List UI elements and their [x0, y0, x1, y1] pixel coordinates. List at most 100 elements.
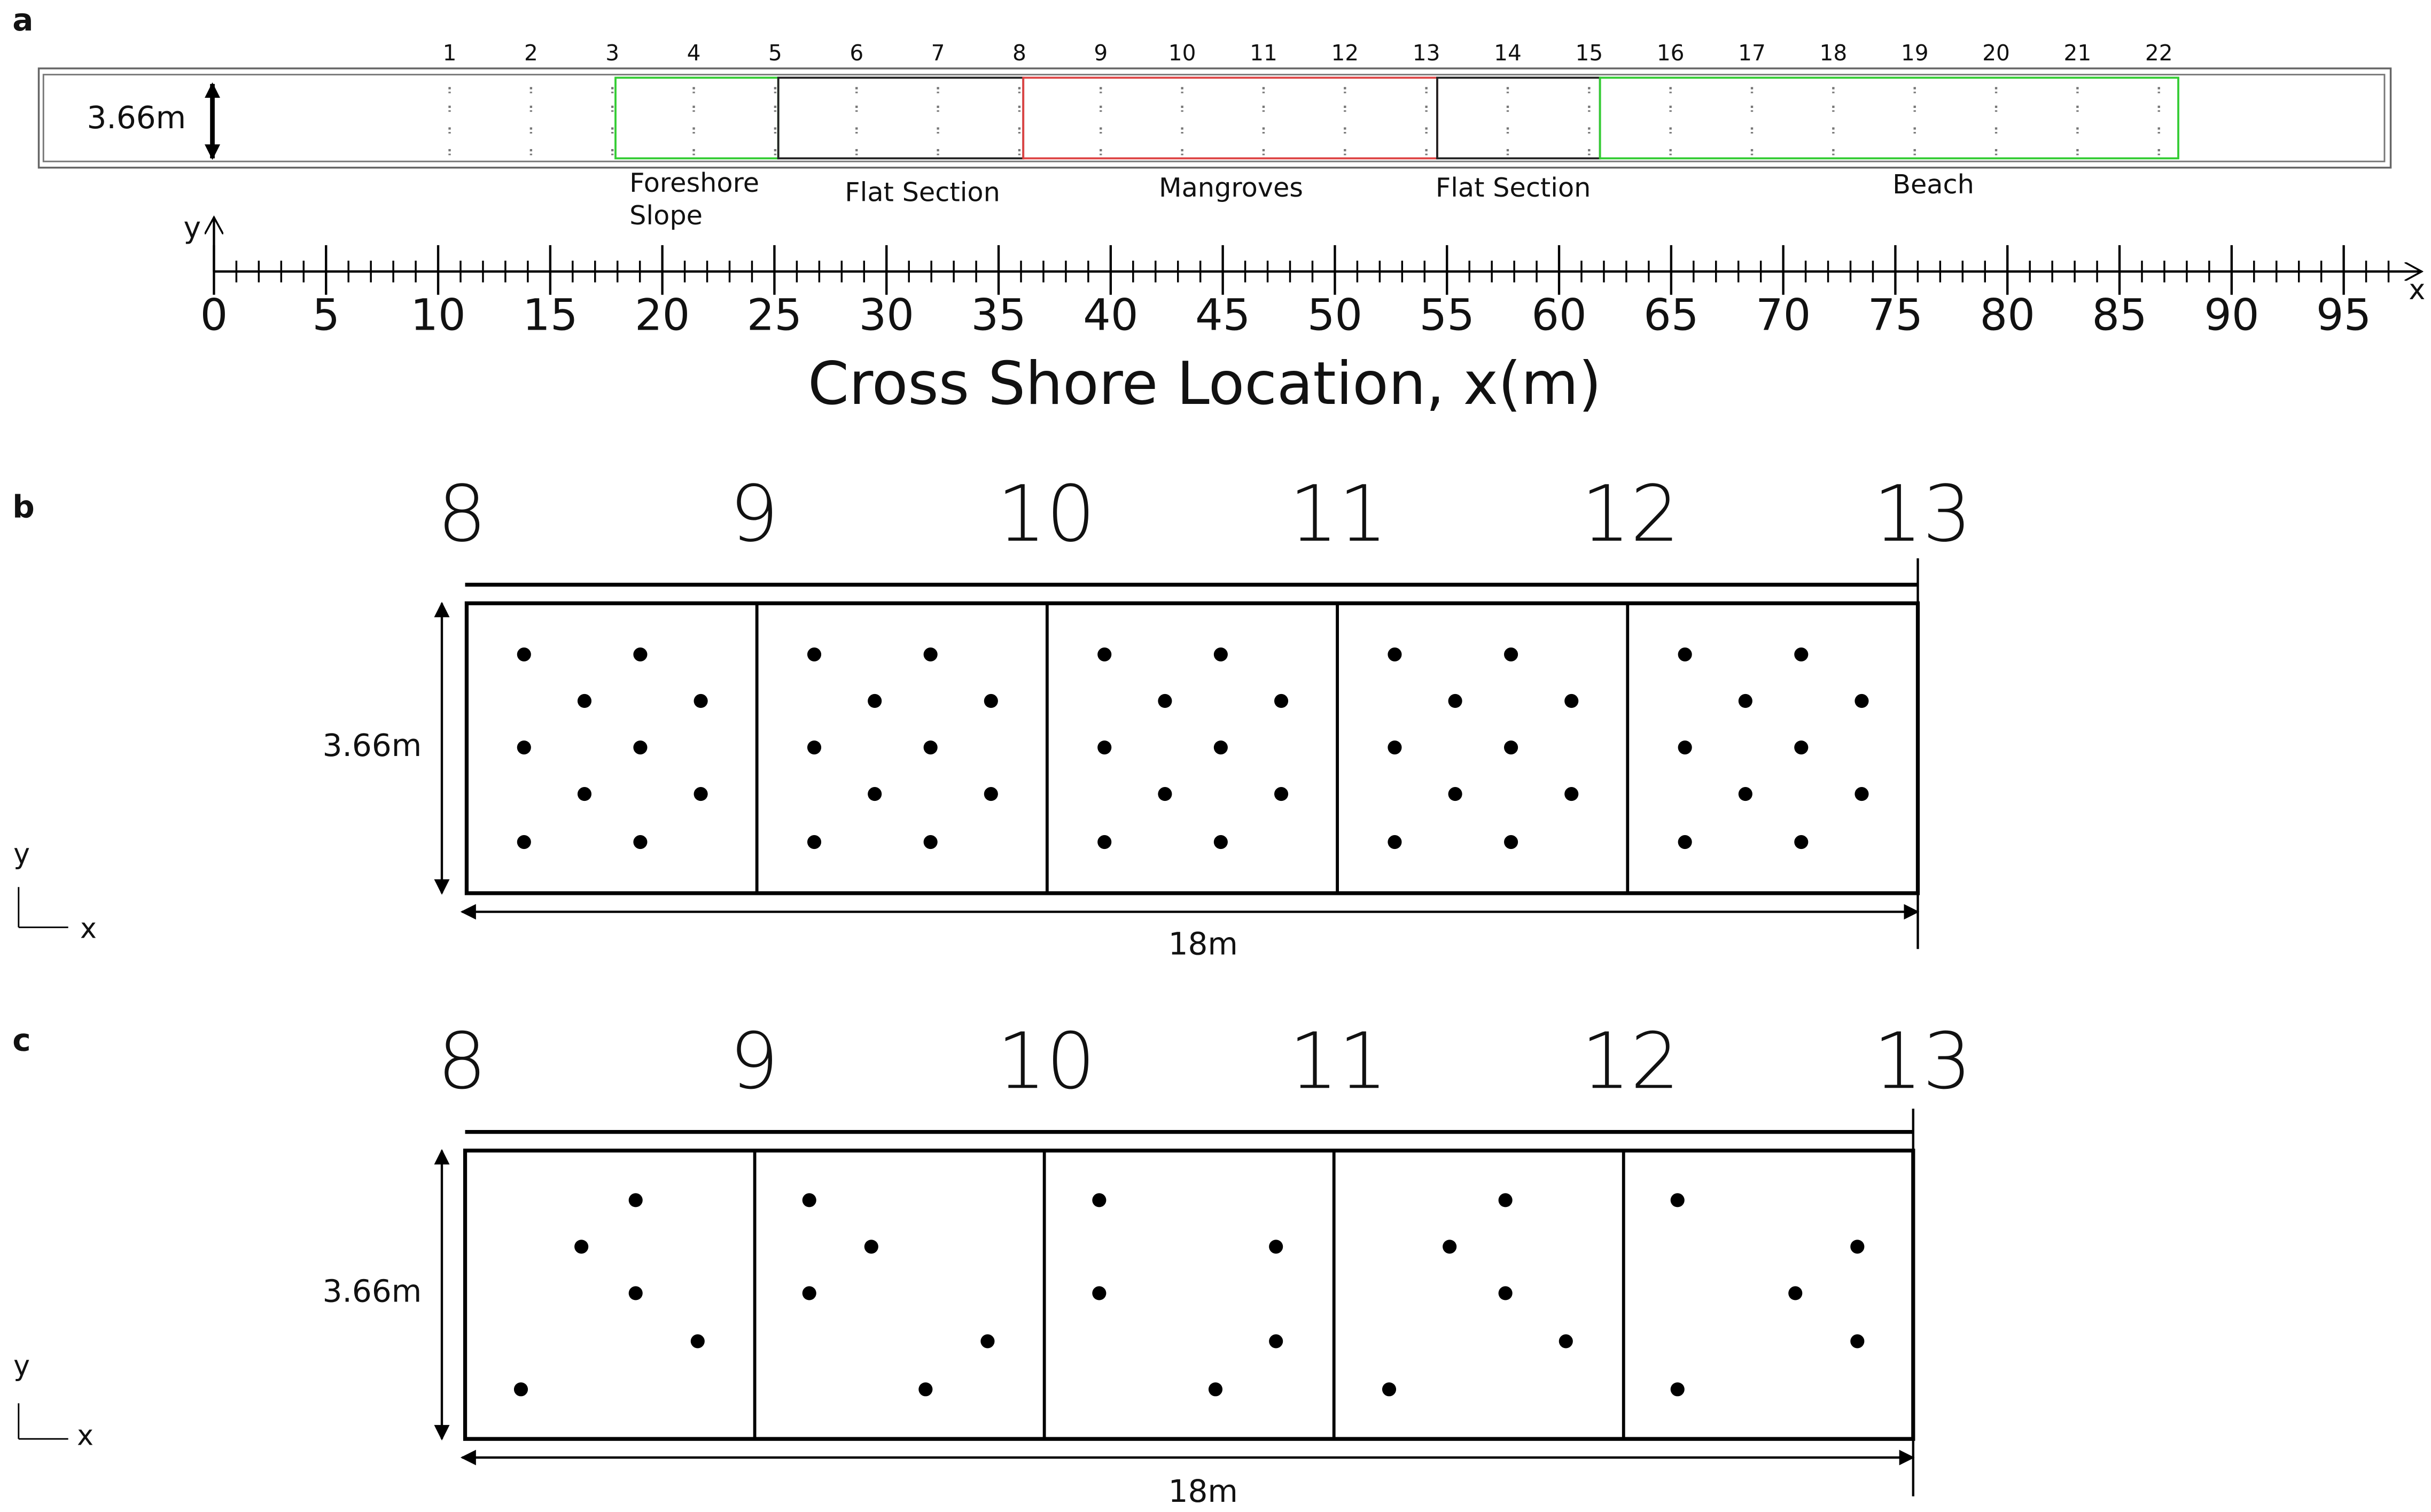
tree: [690, 1334, 705, 1349]
tree: [577, 693, 592, 708]
tree: [1443, 1240, 1457, 1254]
station-number: 16: [1657, 40, 1685, 66]
tree: [577, 787, 592, 801]
station-number: 12: [1331, 40, 1359, 66]
x-tick-label: 10: [410, 291, 465, 341]
tree: [1274, 693, 1289, 708]
tree: [1158, 787, 1172, 801]
tree: [1855, 787, 1869, 801]
tree: [807, 647, 822, 661]
tree: [517, 647, 531, 661]
station-number: 11: [1289, 1016, 1388, 1106]
tree: [1678, 647, 1692, 661]
tree: [1850, 1240, 1865, 1254]
station-number: 9: [729, 1016, 778, 1106]
x-tick-label: 65: [1643, 291, 1698, 341]
tree: [1738, 787, 1752, 801]
tree: [807, 835, 822, 849]
tree: [694, 693, 708, 708]
tree: [1504, 647, 1518, 661]
x-tick-label: 60: [1531, 291, 1586, 341]
x-tick-label: 40: [1083, 291, 1138, 341]
station-number: 12: [1581, 1016, 1680, 1106]
station-number: 21: [2064, 40, 2092, 66]
station-number: 9: [1094, 40, 1108, 66]
panel-label: a: [12, 2, 33, 38]
x-tick-label: 90: [2204, 291, 2259, 341]
tree: [868, 787, 882, 801]
axis-title: Cross Shore Location, x(m): [808, 350, 1601, 418]
x-tick-label: 0: [200, 291, 228, 341]
tree: [923, 835, 938, 849]
station-number: 18: [1820, 40, 1848, 66]
tree: [1738, 693, 1752, 708]
station-number: 9: [729, 469, 778, 559]
station-number: 4: [687, 40, 701, 66]
tree: [1213, 835, 1228, 849]
tree: [628, 1193, 643, 1207]
tree: [513, 1382, 528, 1397]
x-tick-label: 75: [1868, 291, 1923, 341]
x-tick-label: 50: [1307, 291, 1362, 341]
tree: [1498, 1286, 1513, 1300]
x-tick-label: 25: [747, 291, 802, 341]
x-tick-label: 5: [312, 291, 340, 341]
tree: [1382, 1382, 1397, 1397]
width-label: 3.66m: [323, 1273, 422, 1310]
length-label: 18m: [1168, 926, 1238, 962]
tree: [923, 647, 938, 661]
section-label: Mangroves: [1159, 172, 1303, 203]
tree: [1092, 1193, 1107, 1207]
tree: [517, 740, 531, 755]
panel-label: c: [12, 1022, 30, 1058]
tree: [864, 1240, 878, 1254]
tree: [1670, 1382, 1685, 1397]
panel-c-frame: [18, 1109, 1915, 1497]
tree: [1564, 787, 1579, 801]
tree: [1788, 1286, 1803, 1300]
station-number: 1: [443, 40, 457, 66]
tree: [802, 1193, 816, 1207]
station-number: 11: [1289, 469, 1388, 559]
tree: [1158, 693, 1172, 708]
tree: [1794, 740, 1809, 755]
tree: [1678, 835, 1692, 849]
tree: [1448, 787, 1462, 801]
station-number: 19: [1901, 40, 1929, 66]
tree: [1794, 647, 1809, 661]
axis-y-label: y: [13, 1350, 30, 1382]
x-tick-label: 80: [1980, 291, 2035, 341]
station-number: 15: [1575, 40, 1603, 66]
axis-a: [214, 217, 2421, 272]
width-label: 3.66m: [323, 727, 422, 763]
width-label: 3.66m: [87, 99, 186, 136]
tree: [1208, 1382, 1223, 1397]
x-tick-label: 30: [859, 291, 914, 341]
station-number: 10: [997, 1016, 1096, 1106]
tree: [1213, 647, 1228, 661]
tree: [1504, 835, 1518, 849]
tree: [1097, 835, 1112, 849]
x-tick-label: 70: [1756, 291, 1811, 341]
axis-y-label: y: [13, 838, 30, 870]
station-number: 2: [524, 40, 538, 66]
station-number: 13: [1873, 1016, 1972, 1106]
tree: [984, 787, 998, 801]
station-number: 14: [1494, 40, 1522, 66]
axis-x-label: x: [77, 1420, 94, 1452]
tree: [633, 740, 648, 755]
panel-label: b: [12, 488, 35, 525]
tree: [1448, 693, 1462, 708]
axis-x-label: x: [2409, 274, 2425, 306]
x-tick-label: 95: [2316, 291, 2371, 341]
tree: [1559, 1334, 1573, 1349]
x-tick-label: 45: [1195, 291, 1250, 341]
tree: [868, 693, 882, 708]
tree: [802, 1286, 816, 1300]
tree: [1269, 1240, 1283, 1254]
tree: [918, 1382, 933, 1397]
station-number: 13: [1873, 469, 1972, 559]
tree: [1794, 835, 1809, 849]
tree: [574, 1240, 589, 1254]
